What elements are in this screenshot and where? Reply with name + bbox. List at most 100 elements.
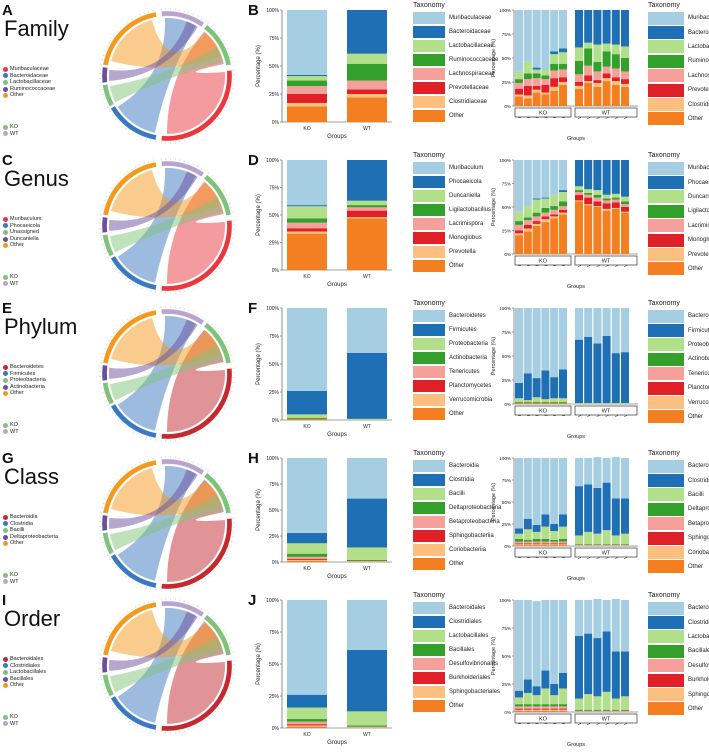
chord-tick-4-0 [143,602,145,605]
bar-segment-KO2-Duncaniella [523,206,532,218]
chord-tick-0-1 [188,11,190,14]
chord-tick-0-0 [130,18,133,21]
legend-label: Lactobacillaceae [688,43,709,50]
bar-segment-KO5-Bacteroidetes [550,308,559,378]
legend-swatch [413,474,445,486]
legend-label: Bacteroidetes [10,364,44,370]
chord-tick-4-4 [109,700,112,703]
bar-segment-KO2-Coriobacteriia [523,544,532,546]
bar-segment-KO1-Bacteroidia [515,458,523,529]
bar-segment-WT4-Bacilli [602,530,611,545]
taxonomy-legend: Taxonomy Bacteroidetes Firmicutes Proteobac… [648,300,709,424]
chord-tick-3-3 [196,582,199,585]
bar-segment-KO5-Bacteroidaceae [550,51,559,55]
bar-segment-KO1-Actinobacteria [515,402,523,404]
bar-segment-WT1-Monoglobus [575,194,583,201]
bar-segment-KO5-Muribaculum [550,160,559,195]
panel-letter-A: A [2,2,13,19]
legend-row: Bacilli [648,488,709,502]
bar-segment-KO2-Sphingobacteriia [523,543,532,545]
legend-title: Taxonomy [648,450,680,457]
group-bar-chart: 0% 25% 50% 75% 100% Percentage (%) KO WT Groups [256,306,392,438]
chord-legend-item: Clostridiales [3,663,46,670]
legend-label: Sphingobacteriia [449,533,494,539]
panel-letter-B: B [248,2,259,19]
chord-tick-1-3 [200,282,203,285]
chord-legend-item: Muribaculum [3,216,41,223]
bar-segment-WT3-Desulfovibrionales [593,710,602,712]
chord-tick-4-3 [225,695,228,698]
chord-tick-0-4 [137,135,139,138]
bar-segment-WT6-Firmicutes [621,352,629,404]
chord-tick-4-3 [218,707,220,709]
bar-segment-KO5-Sphingobacteriales [550,709,559,711]
legend-swatch [648,502,684,516]
bar-segment-WT1-Phocaeicola [575,160,583,187]
chord-tick-1-1 [204,170,207,173]
chord-tick-1-2 [222,189,225,192]
chord-tick-3-4 [145,586,147,589]
legend-label: WT [10,280,19,287]
chord-tick-4-2 [211,615,213,618]
chord-sector-1-4 [110,255,157,291]
chord-tick-2-1 [204,318,207,321]
bar-segment-KO2-Actinobacteria [523,402,532,404]
y-tick-label: 50% [502,654,511,659]
chord-diagram [99,158,235,294]
bar-segment-KO4-Bacillales [541,704,550,707]
chord-tick-1-0 [134,165,137,168]
legend-label: Other [10,242,24,249]
y-tick-label: 75% [502,330,511,335]
bar-segment-WT6-Ligilactobacillus [621,201,629,205]
facet-box-KO [514,255,572,266]
chord-tick-1-1 [188,161,190,164]
legend-swatch [648,381,684,395]
legend-label: Bacteroidia [10,514,38,520]
legend-row: Clostridiaceae [648,97,709,112]
legend-swatch [413,394,445,406]
chord-tick-4-3 [230,682,233,684]
group-legend-item: WT [3,721,19,728]
x-tick-label: WT [363,274,371,280]
bar-segment-KO6-Lactobacillaceae [559,52,567,64]
legend-swatch [648,54,684,68]
bar-segment-WT-Duncaniella [347,200,387,206]
chord-diagram [99,306,235,442]
legend-swatch [648,338,684,352]
legend-row: Muribaculum [648,161,709,175]
legend-dot [3,73,8,79]
chord-tick-1-1 [192,163,194,166]
legend-row: Bacillales [648,644,709,658]
facet-label-WT: WT [602,717,611,723]
chord-diagram [99,598,235,734]
chord-tick-3-3 [188,586,190,589]
bar-segment-WT3-Bacteroidales [593,598,602,639]
legend-swatch [413,530,445,542]
chord-tick-2-3 [218,415,220,417]
bar-segment-WT3-Firmicutes [593,343,602,404]
legend-label: Other [449,703,465,709]
x-axis-label: Groups [567,434,585,440]
legend-swatch [648,488,684,502]
group-legend-item: WT [3,281,19,288]
y-tick-label: 0% [504,544,511,549]
chord-tick-0-2 [220,35,223,38]
legend-row: Actinobacteria [413,351,492,365]
legend-dot [3,422,8,428]
legend-swatch [413,82,445,94]
chord-tick-2-4 [137,433,139,436]
bar-segment-KO3-Lachnospiraceae [532,78,541,86]
legend-row: Bacteroidia [413,459,501,473]
legend-label: Bacilli [449,491,465,497]
bar-segment-KO6-Ligilactobacillus [559,201,567,207]
legend-row: Other [413,109,498,123]
legend-title: Taxonomy [648,152,680,159]
chord-tick-1-3 [196,284,199,287]
bar-segment-KO2-Other [523,98,532,106]
bar-segment-WT4-Betaproteobacteria [602,545,611,546]
bar-segment-KO2-Lactobacillaceae [523,61,532,74]
legend-label: Other [10,682,24,689]
chord-tick-2-4 [132,431,135,433]
bar-segment-WT5-Bacteroidales [611,598,620,652]
chord-ribbon-2-3 [109,345,224,401]
